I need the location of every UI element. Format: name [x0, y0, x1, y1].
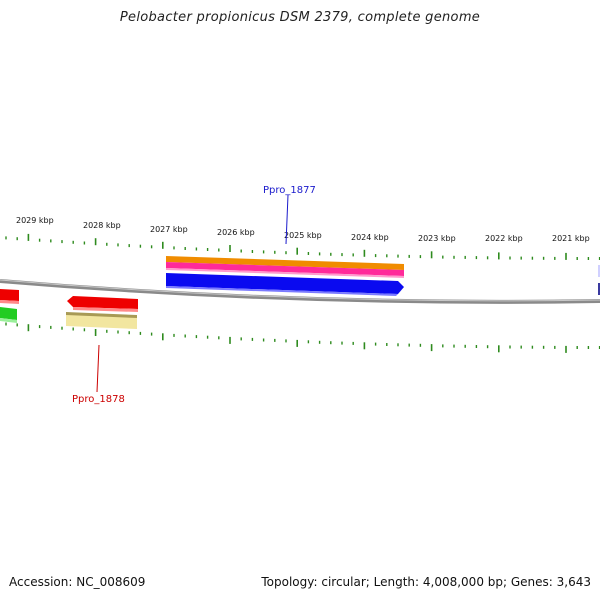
kbp-label-2028: 2028 kbp: [83, 221, 121, 230]
gene-khaki-top: [66, 312, 137, 318]
gene-green-left-edge[interactable]: [0, 307, 17, 320]
outer-tick-ring: [5, 233, 600, 260]
label-leader-ppro-1877: [285, 194, 289, 245]
genome-backbone-highlight: [0, 279, 600, 302]
label-leader-ppro-1878: [96, 344, 100, 393]
gene-orange[interactable]: [166, 256, 404, 270]
genome-summary-text: Topology: circular; Length: 4,008,000 bp…: [261, 575, 591, 589]
gene-label-ppro-1878[interactable]: Ppro_1878: [72, 394, 125, 405]
genome-title: Pelobacter propionicus DSM 2379, complet…: [119, 10, 481, 25]
gene-red-ppro-1878[interactable]: [67, 296, 138, 309]
gene-label-ppro-1877[interactable]: Ppro_1877: [263, 185, 316, 196]
accession-text: Accession: NC_008609: [9, 575, 146, 589]
gene-pink-shadow: [166, 268, 404, 278]
gene-red-left-edge[interactable]: [0, 289, 19, 301]
kbp-label-2025: 2025 kbp: [284, 231, 322, 240]
gene-edge-right-top[interactable]: [598, 265, 600, 277]
gene-pink[interactable]: [166, 262, 404, 276]
gene-green-left-shadow: [0, 318, 17, 323]
genome-backbone: [0, 279, 600, 304]
kbp-label-2023: 2023 kbp: [418, 234, 456, 243]
gene-red-left-shadow: [0, 300, 19, 304]
kbp-label-2029: 2029 kbp: [16, 216, 54, 225]
gene-blue-ppro-1877[interactable]: [166, 273, 404, 294]
gene-edge-right-bottom[interactable]: [598, 283, 600, 295]
kbp-label-2021: 2021 kbp: [552, 234, 590, 243]
kbp-label-2024: 2024 kbp: [351, 233, 389, 242]
kbp-label-2022: 2022 kbp: [485, 234, 523, 243]
kbp-label-2026: 2026 kbp: [217, 228, 255, 237]
gene-blue-shadow: [166, 286, 398, 296]
inner-tick-ring: [5, 322, 600, 353]
kbp-label-2027: 2027 kbp: [150, 225, 188, 234]
gene-red-shadow: [73, 307, 138, 312]
